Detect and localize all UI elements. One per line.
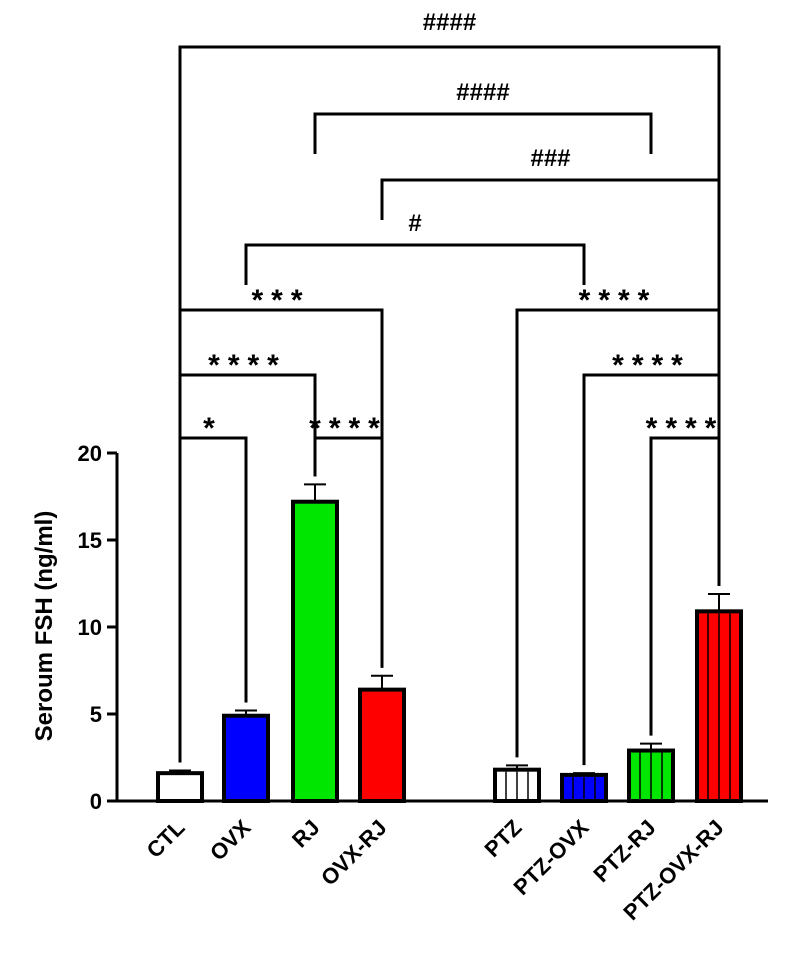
significance-bracket: # [244, 210, 586, 285]
significance-label: #### [456, 79, 509, 106]
y-tick-label-10: 10 [78, 615, 102, 640]
bar-group-ctl: CTL [142, 769, 204, 863]
significance-label: ### [530, 145, 570, 172]
bar-ovx [222, 713, 270, 803]
bracket-line [244, 243, 586, 285]
axes: 0 5 10 15 20 [78, 441, 768, 814]
significance-bracket: **** [309, 412, 388, 668]
significance-bracket: **** [646, 412, 725, 736]
significance-label: *** [251, 284, 310, 317]
significance-label: #### [423, 9, 476, 36]
bar-ovx-rj [358, 687, 406, 804]
significance-bracket: #### [313, 79, 653, 154]
bracket-line [649, 436, 721, 736]
significance-label: **** [579, 284, 658, 317]
bracket-line [380, 178, 721, 586]
bar-ctl [156, 771, 204, 803]
x-tick-label-ovx: OVX [205, 815, 256, 866]
y-tick-label-0: 0 [90, 789, 102, 814]
bar-group-rj: RJ [287, 483, 339, 853]
significance-brackets: ############*** ******** ***** **** **** [178, 9, 725, 766]
bracket-line [178, 436, 248, 763]
bracket-line [313, 436, 384, 668]
y-tick-label-20: 20 [78, 441, 102, 466]
x-tick-label-ovx-rj: OVX-RJ [316, 815, 392, 891]
bracket-line [178, 45, 721, 747]
bracket-line [313, 112, 653, 154]
y-tick-label-5: 5 [90, 702, 102, 727]
bar-rj [291, 499, 339, 803]
significance-label: # [408, 210, 421, 237]
x-tick-label-ctl: CTL [142, 815, 190, 863]
x-tick-label-ptz: PTZ [479, 815, 526, 862]
bar-group-ptz: PTZ [479, 764, 541, 862]
y-tick-label-15: 15 [78, 528, 102, 553]
significance-bracket: * [178, 412, 248, 763]
significance-label: **** [208, 349, 287, 382]
y-axis-label: Seroum FSH (ng/ml) [31, 511, 58, 742]
bar-group-ovx: OVX [205, 709, 270, 866]
significance-label: **** [309, 412, 388, 445]
significance-label: **** [612, 349, 691, 382]
significance-label: * [203, 412, 223, 445]
x-tick-label-rj: RJ [287, 815, 325, 853]
significance-label: **** [646, 412, 725, 445]
